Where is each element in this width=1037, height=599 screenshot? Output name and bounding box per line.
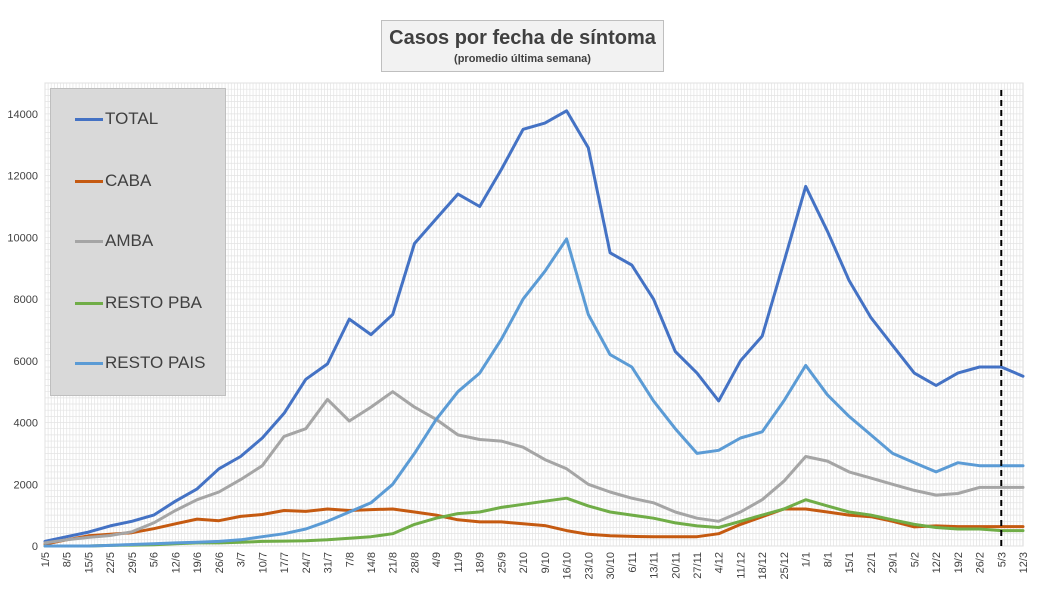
- x-tick-label: 17/7: [279, 552, 291, 573]
- legend-swatch-resto-pba: [75, 301, 103, 305]
- chart-subtitle: (promedio última semana): [454, 53, 591, 65]
- x-tick-label: 8/1: [822, 552, 834, 567]
- y-tick-label: 4000: [14, 418, 38, 430]
- series-line-resto-pais: [43, 237, 1025, 548]
- x-tick-label: 16/10: [562, 552, 574, 580]
- y-tick-label: 8000: [14, 294, 38, 306]
- x-tick-label: 29/5: [127, 552, 139, 573]
- x-tick-label: 2/10: [518, 552, 530, 573]
- x-tick-label: 19/2: [953, 552, 965, 573]
- x-tick-label: 23/10: [583, 552, 595, 580]
- y-tick-label: 6000: [14, 356, 38, 368]
- x-tick-label: 15/5: [83, 552, 95, 573]
- y-tick-label: 12000: [7, 171, 38, 183]
- x-tick-label: 22/5: [105, 552, 117, 573]
- legend-label-caba: CABA: [105, 171, 152, 190]
- y-tick-label: 10000: [7, 232, 38, 244]
- y-tick-label: 2000: [14, 479, 38, 491]
- x-tick-label: 11/12: [735, 552, 747, 579]
- x-tick-label: 10/7: [257, 552, 269, 573]
- legend-item-total: TOTAL: [75, 109, 158, 129]
- series-line-resto-pba: [43, 496, 1025, 548]
- x-tick-label: 31/7: [323, 552, 335, 573]
- x-tick-label: 22/1: [866, 552, 878, 573]
- x-tick-label: 25/12: [779, 552, 791, 580]
- x-tick-label: 1/5: [40, 552, 52, 567]
- legend-label-amba: AMBA: [105, 231, 154, 250]
- legend-item-caba: CABA: [75, 171, 151, 191]
- x-tick-label: 5/2: [909, 552, 921, 567]
- x-tick-label: 5/3: [996, 552, 1008, 567]
- legend-swatch-resto-pais: [75, 361, 103, 365]
- x-tick-label: 18/9: [475, 552, 487, 573]
- legend-item-amba: AMBA: [75, 231, 153, 251]
- x-tick-label: 7/8: [344, 552, 356, 567]
- legend-label-resto-pba: RESTO PBA: [105, 293, 202, 312]
- x-tick-label: 14/8: [366, 552, 378, 573]
- chart-title: Casos por fecha de síntoma: [389, 27, 656, 49]
- legend-item-resto-pba: RESTO PBA: [75, 293, 202, 313]
- legend-label-total: TOTAL: [105, 109, 159, 128]
- x-tick-label: 21/8: [388, 552, 400, 573]
- x-tick-label: 12/3: [1018, 552, 1030, 573]
- legend-swatch-amba: [75, 239, 103, 243]
- x-tick-label: 26/2: [975, 552, 987, 573]
- x-tick-label: 20/11: [670, 552, 682, 579]
- x-tick-label: 30/10: [605, 552, 617, 580]
- x-tick-label: 9/10: [540, 552, 552, 573]
- legend: TOTAL CABA AMBA RESTO PBA RESTO PAIS: [50, 88, 226, 396]
- legend-swatch-caba: [75, 179, 103, 183]
- title-box: Casos por fecha de síntoma (promedio últ…: [381, 20, 664, 72]
- x-tick-label: 28/8: [409, 552, 421, 573]
- x-tick-label: 4/12: [714, 552, 726, 573]
- y-tick-label: 14000: [7, 109, 38, 121]
- x-tick-label: 25/9: [496, 552, 508, 573]
- x-tick-label: 12/6: [170, 552, 182, 573]
- series-line-caba: [43, 507, 1025, 546]
- x-tick-label: 11/9: [453, 552, 465, 573]
- x-tick-label: 1/1: [801, 552, 813, 567]
- x-tick-label: 24/7: [301, 552, 313, 573]
- x-tick-label: 12/2: [931, 552, 943, 573]
- x-tick-label: 18/12: [757, 552, 769, 580]
- x-tick-label: 15/1: [844, 552, 856, 573]
- x-tick-label: 27/11: [692, 552, 704, 579]
- x-tick-label: 8/5: [62, 552, 74, 567]
- x-tick-label: 3/7: [236, 552, 248, 567]
- series-line-amba: [43, 390, 1025, 545]
- series-line-total: [43, 109, 1025, 543]
- y-tick-label: 0: [32, 541, 38, 553]
- x-tick-label: 29/1: [888, 552, 900, 573]
- x-tick-label: 6/11: [627, 552, 639, 573]
- legend-swatch-total: [75, 117, 103, 121]
- legend-label-resto-pais: RESTO PAIS: [105, 353, 206, 372]
- legend-item-resto-pais: RESTO PAIS: [75, 353, 205, 373]
- x-tick-label: 26/6: [214, 552, 226, 573]
- x-tick-label: 5/6: [149, 552, 161, 567]
- x-tick-label: 13/11: [649, 552, 661, 579]
- x-tick-label: 4/9: [431, 552, 443, 567]
- x-tick-label: 19/6: [192, 552, 204, 573]
